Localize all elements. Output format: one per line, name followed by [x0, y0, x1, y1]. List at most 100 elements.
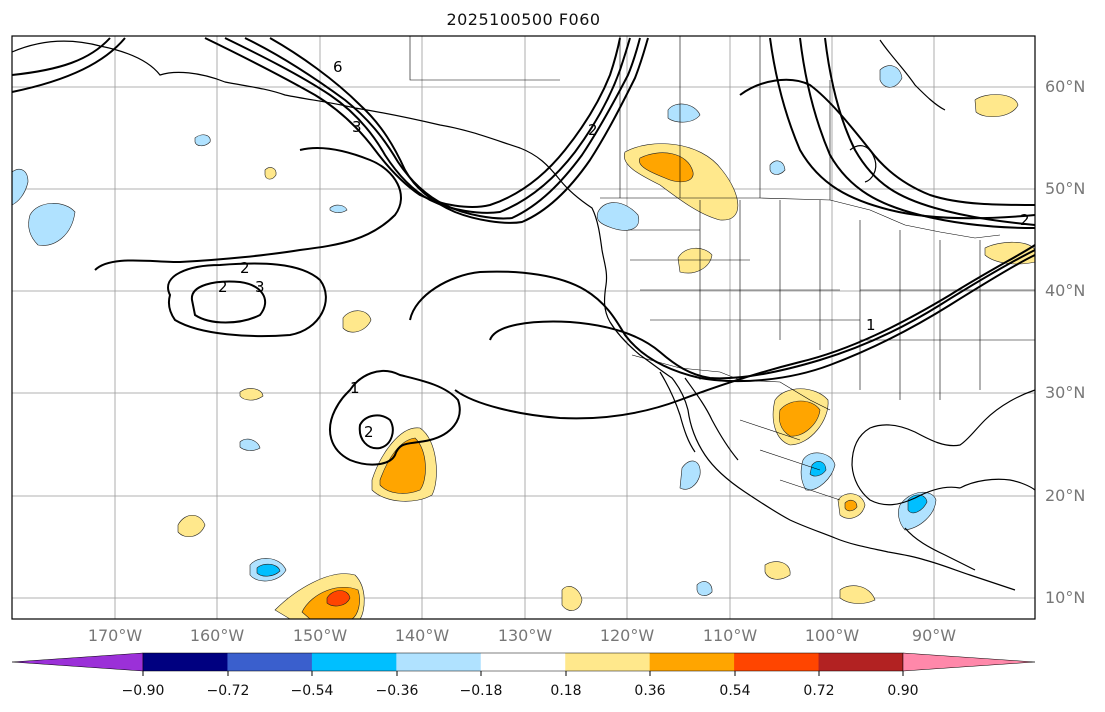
contour-label: 1: [350, 379, 360, 397]
na-west-coast: [559, 179, 1016, 591]
contour-label: 6: [333, 58, 343, 76]
anomaly-positive-region: [326, 590, 351, 607]
hudson-coast: [879, 39, 946, 111]
colorbar-segment: [649, 653, 735, 671]
contour-label: 3: [255, 278, 265, 296]
contour-line: [269, 37, 649, 224]
anomaly-positive-region: [342, 310, 372, 333]
anomaly-positive-region: [264, 167, 277, 180]
central-america-coast: [904, 527, 976, 571]
colorbar-extend-max: [902, 652, 1036, 672]
lon-label: 120°W: [599, 626, 655, 645]
anomaly-negative-region: [28, 203, 76, 246]
lon-label: 110°W: [702, 626, 758, 645]
colorbar-tick-label: −0.72: [206, 683, 250, 699]
contour-line: [11, 37, 126, 93]
colorbar-segment: [227, 653, 313, 671]
anomaly-positive-region: [639, 152, 694, 183]
lon-label: 100°W: [804, 626, 860, 645]
anomaly-positive-region: [239, 388, 264, 401]
contour-line: [94, 147, 402, 271]
canada-province-borders: [409, 36, 831, 200]
us-canada-border: [600, 197, 1001, 239]
contour-labels: 6 3 2 2 3 1 2 1 2 2: [218, 58, 1030, 441]
anomaly-positive-region: [974, 94, 1019, 118]
shaded-anomalies: [11, 65, 1036, 620]
colorbar-segment: [311, 653, 397, 671]
colorbar-extend-min: [11, 652, 144, 672]
anomaly-negative-region: [329, 204, 348, 213]
contour-label: 2: [364, 423, 374, 441]
contour-label: 2: [218, 278, 228, 296]
contour-label: 2: [1020, 211, 1030, 229]
colorbar-ticks: [142, 671, 904, 676]
anomaly-negative-region: [879, 65, 903, 88]
lon-label: 160°W: [189, 626, 245, 645]
alaska-coast: [11, 40, 561, 181]
contour-label: 3: [352, 118, 362, 136]
lat-label: 40°N: [1045, 281, 1086, 300]
map-background: [12, 36, 1035, 619]
graticule: [12, 36, 1035, 619]
lon-label: 150°W: [292, 626, 348, 645]
lon-label: 90°W: [911, 626, 957, 645]
colorbar-tick-label: 0.72: [803, 683, 835, 699]
map-frame: [11, 35, 1036, 620]
lat-label: 20°N: [1045, 486, 1086, 505]
labrador-coast: [849, 145, 877, 183]
colorbar-tick-label: 0.90: [887, 683, 919, 699]
contour-line: [409, 254, 1036, 383]
anomaly-negative-region: [239, 438, 261, 451]
us-state-borders: [628, 200, 1035, 400]
anomaly-positive-region: [677, 247, 713, 274]
anomaly-negative-region: [667, 103, 701, 123]
cuba-coast: [959, 478, 1036, 491]
anomaly-positive-region: [177, 514, 206, 538]
anomaly-positive-region: [839, 585, 876, 604]
borders: [409, 36, 1035, 501]
contour-lines: [11, 37, 1036, 466]
anomaly-negative-region: [596, 202, 640, 231]
lon-label: 170°W: [87, 626, 143, 645]
lon-label: 140°W: [394, 626, 450, 645]
map-title: 2025100500 F060: [446, 10, 601, 29]
anomaly-negative-region: [11, 169, 29, 206]
gulf-coast: [851, 389, 1036, 506]
contour-label: 1: [866, 316, 876, 334]
colorbar-segment: [480, 653, 566, 671]
colorbar-segment: [143, 653, 228, 671]
contour-line: [799, 37, 1036, 229]
baja-coast: [659, 371, 696, 453]
mexico-state-borders: [739, 419, 841, 501]
contour-line: [167, 262, 327, 338]
anomaly-negative-region: [696, 581, 713, 596]
anomaly-negative-region: [194, 134, 211, 147]
colorbar-tick-label: −0.90: [121, 683, 165, 699]
colorbar-tick-label: −0.18: [459, 683, 503, 699]
anomaly-positive-region: [764, 561, 791, 580]
colorbar-tick-label: 0.54: [719, 683, 751, 699]
colorbar-tick-label: −0.54: [290, 683, 334, 699]
contour-label: 2: [240, 259, 250, 277]
colorbar-tick-label: 0.18: [550, 683, 582, 699]
lon-label: 130°W: [497, 626, 553, 645]
colorbar: [11, 652, 1036, 676]
contour-line: [358, 414, 394, 450]
colorbar-segment: [734, 653, 820, 671]
colorbar-tick-label: −0.36: [375, 683, 419, 699]
anomaly-negative-region: [769, 160, 786, 175]
lat-label: 60°N: [1045, 77, 1086, 96]
gulf-of-california-coast: [684, 377, 739, 461]
contour-line: [329, 370, 461, 466]
contour-line: [769, 37, 1036, 220]
anomaly-positive-region: [379, 437, 426, 494]
contour-line: [739, 78, 1036, 206]
contour-label: 2: [588, 121, 598, 139]
colorbar-tick-label: 0.36: [634, 683, 666, 699]
contour-line: [190, 280, 267, 324]
contour-line: [489, 249, 1036, 380]
colorbar-segment: [818, 653, 904, 671]
anomaly-positive-region: [844, 499, 858, 512]
lat-label: 10°N: [1045, 588, 1086, 607]
anomaly-positive-region: [561, 586, 583, 611]
